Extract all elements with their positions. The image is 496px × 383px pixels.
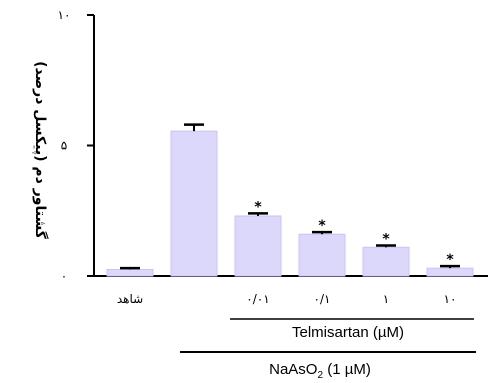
naaso2-label: NaAsO2 (1 µM)	[269, 361, 371, 381]
x-category-label: ۱	[383, 292, 389, 306]
bar	[106, 268, 154, 277]
significance-marker: *	[446, 252, 454, 268]
x-category-label: ۰/۰۱	[246, 292, 269, 306]
significance-marker: *	[382, 231, 390, 247]
bar	[298, 233, 346, 277]
x-category-label: ۱۰	[444, 292, 457, 306]
axes	[93, 15, 488, 277]
y-tick-label: ۰	[61, 269, 67, 283]
bar	[426, 267, 474, 277]
x-category-labels: شاهد ۰/۰۱ ۰/۱ ۱ ۱۰	[117, 292, 457, 306]
telmisartan-label: Telmisartan (µM)	[292, 324, 404, 341]
bar	[362, 246, 410, 277]
x-category-label: شاهد	[117, 292, 143, 306]
group-brackets: Telmisartan (µM) NaAsO2 (1 µM)	[180, 318, 476, 381]
y-axis-label: گشتاور دم (پیکسل درصد)	[32, 61, 49, 240]
y-tick-label: ۵	[61, 139, 67, 153]
significance-marker: *	[254, 199, 262, 215]
bar	[170, 130, 218, 277]
bar	[234, 215, 282, 277]
y-ticks: ۰ ۵ ۱۰	[58, 8, 94, 283]
x-category-label: ۰/۱	[314, 292, 331, 306]
significance-marker: *	[318, 218, 326, 234]
bars: * * * *	[106, 123, 474, 277]
y-tick-label: ۱۰	[58, 8, 71, 22]
